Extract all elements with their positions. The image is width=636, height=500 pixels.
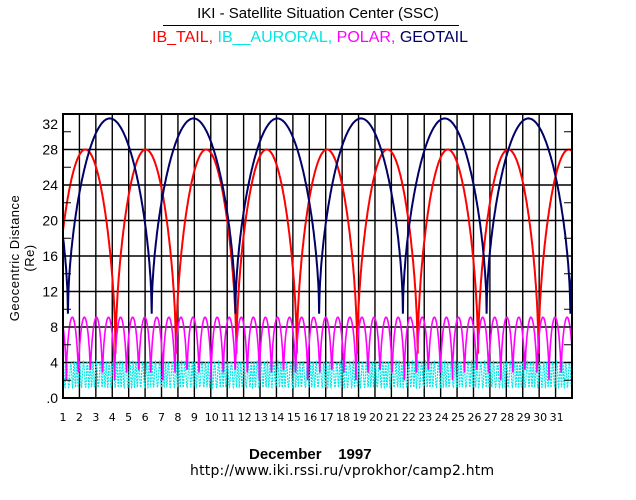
y-tick-label: 32: [42, 116, 58, 132]
x-axis-month-label: December 1997: [249, 446, 372, 463]
x-tick-label: 21: [385, 411, 399, 424]
x-tick-label: 2: [76, 411, 83, 424]
y-tick-label: 24: [42, 177, 58, 193]
chart-title: IKI - Satellite Situation Center (SSC): [197, 5, 439, 22]
x-tick-label: 7: [158, 411, 165, 424]
x-tick-label: 14: [270, 411, 284, 424]
x-tick-label: 16: [303, 411, 317, 424]
x-tick-label: 12: [238, 411, 252, 424]
x-tick-label: 13: [254, 411, 268, 424]
y-tick-label: 8: [50, 319, 58, 335]
x-tick-label: 10: [205, 411, 219, 424]
x-tick-label: 26: [467, 411, 481, 424]
series-line-polar: [62, 316, 573, 381]
x-tick-label: 1: [60, 411, 67, 424]
source-url: http://www.iki.rssi.ru/vprokhor/camp2.ht…: [190, 463, 495, 479]
y-tick-label: 12: [42, 284, 58, 300]
y-tick-label: 16: [42, 248, 58, 264]
x-tick-label: 18: [336, 411, 350, 424]
x-tick-label: 30: [533, 411, 547, 424]
x-tick-label: 29: [517, 411, 531, 424]
series-line-ib-auroral: [62, 359, 573, 390]
series-lines: [62, 117, 573, 390]
x-tick-label: 24: [435, 411, 449, 424]
y-tick-label: 4: [50, 355, 58, 371]
x-tick-label: 23: [418, 411, 432, 424]
x-tick-label: 31: [550, 411, 564, 424]
legend-ib-tail: IB_TAIL,: [152, 29, 218, 46]
x-tick-label: 20: [369, 411, 383, 424]
y-tick-label: 20: [42, 213, 58, 229]
legend-polar: POLAR,: [336, 29, 400, 46]
x-tick-label: 4: [109, 411, 116, 424]
x-tick-label: 3: [92, 411, 99, 424]
title-underline: [163, 25, 459, 26]
x-tick-label: 11: [221, 411, 235, 424]
x-tick-label: 8: [174, 411, 181, 424]
series-line-ib-tail: [62, 148, 573, 354]
x-tick-label: 27: [484, 411, 498, 424]
series-line-geotail: [62, 117, 573, 314]
x-tick-label: 5: [125, 411, 132, 424]
legend-geotail: GEOTAIL: [399, 29, 468, 46]
x-tick-label: 19: [353, 411, 367, 424]
x-tick-label: 6: [142, 411, 149, 424]
x-tick-label: 22: [402, 411, 416, 424]
y-axis-label: Geocentric Distance (Re): [7, 194, 37, 322]
x-tick-label: 9: [191, 411, 198, 424]
x-tick-label: 25: [451, 411, 465, 424]
y-tick-label: .0: [46, 390, 58, 406]
y-tick-label: 28: [42, 142, 58, 158]
x-tick-label: 17: [320, 411, 334, 424]
x-tick-label: 15: [287, 411, 301, 424]
legend-ib-auroral: IB__AURORAL,: [217, 29, 337, 46]
legend: IB_TAIL, IB__AURORAL, POLAR, GEOTAIL: [0, 29, 610, 47]
x-tick-label: 28: [500, 411, 514, 424]
